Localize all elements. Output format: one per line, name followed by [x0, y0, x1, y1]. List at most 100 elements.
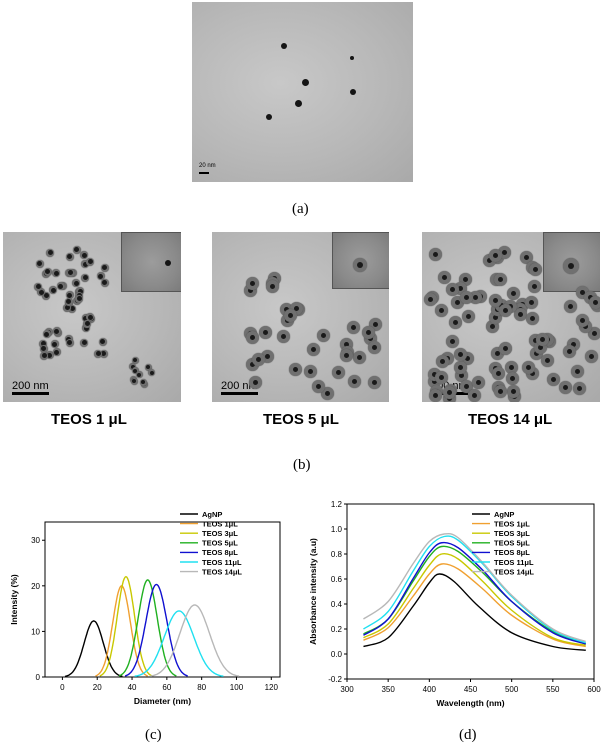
- scale-bar: [199, 172, 209, 174]
- nanoparticle-core: [576, 385, 582, 391]
- nanoparticle-core: [537, 345, 543, 351]
- nanoparticle-core: [41, 346, 47, 352]
- legend-label: AgNP: [494, 510, 514, 519]
- legend-label: TEOS 1μL: [202, 519, 238, 528]
- y-tick-label: 0.2: [331, 625, 343, 634]
- nanoparticle-core: [472, 393, 477, 399]
- nanoparticle-core: [101, 351, 107, 357]
- nanoparticle-core: [352, 378, 358, 384]
- nanoparticle-core: [74, 247, 80, 253]
- y-tick-label: 0.4: [331, 600, 343, 609]
- nanoparticle-core: [58, 283, 64, 289]
- nanoparticle-core: [308, 368, 314, 374]
- nanoparticle-core: [77, 288, 83, 294]
- nanoparticle-core: [41, 353, 47, 359]
- nanoparticle-core: [494, 351, 500, 357]
- nanoparticle-core: [517, 311, 523, 317]
- label-teos-14: TEOS 14 μL: [468, 411, 553, 428]
- nanoparticle: [295, 100, 302, 107]
- nanoparticle-core: [463, 277, 469, 283]
- legend-label: TEOS 11μL: [494, 558, 534, 567]
- nanoparticle-core: [427, 296, 433, 302]
- nanoparticle-core: [67, 254, 73, 260]
- nanoparticle-core: [294, 305, 300, 311]
- nanoparticle-core: [366, 329, 372, 335]
- y-tick-label: -0.2: [328, 675, 342, 684]
- nanoparticle: [266, 114, 272, 120]
- nanoparticle-core: [76, 296, 82, 302]
- series-line-TEOS-11uL: [363, 535, 587, 644]
- nanoparticle-core: [249, 362, 255, 368]
- y-axis-label: Intensity (%): [9, 574, 19, 625]
- caption-a: (a): [292, 201, 309, 217]
- nanoparticle-core: [498, 277, 504, 283]
- series-line-TEOS-8uL: [363, 541, 586, 645]
- nanoparticle-core: [37, 261, 43, 267]
- nanoparticle-core: [47, 352, 53, 358]
- nanoparticle-core: [84, 321, 90, 327]
- nanoparticle-core: [455, 300, 461, 306]
- nanoparticle-core: [371, 380, 377, 386]
- tem-image-teos-5: 200 nm: [212, 232, 389, 402]
- scale-bar-label: 200 nm: [221, 380, 258, 392]
- legend-label: TEOS 5μL: [494, 539, 530, 548]
- caption-c: (c): [145, 727, 162, 743]
- nanoparticle-core: [372, 321, 378, 327]
- nanoparticle-core: [449, 339, 455, 345]
- x-axis-label: Wavelength (nm): [436, 698, 504, 708]
- x-tick-label: 20: [93, 683, 102, 692]
- nanoparticle-core: [510, 388, 516, 394]
- nanoparticle-core: [464, 295, 470, 301]
- x-tick-label: 60: [162, 683, 171, 692]
- legend-label: TEOS 8μL: [494, 548, 530, 557]
- nanoparticle-core: [73, 280, 79, 286]
- nanoparticle-core: [439, 307, 445, 313]
- series-line-AgNP: [64, 620, 123, 678]
- series-line-TEOS-3uL: [99, 575, 153, 677]
- x-tick-label: 500: [505, 685, 519, 694]
- nanoparticle-core: [489, 323, 495, 329]
- inset-image: [332, 232, 389, 289]
- nanoparticle-core: [45, 269, 51, 275]
- nanoparticle-core: [95, 351, 101, 357]
- y-tick-label: 0.6: [331, 575, 343, 584]
- nanoparticle-core: [446, 390, 452, 396]
- nanoparticle-core: [130, 364, 135, 369]
- y-axis-label: Absorbance intensity (a.u): [308, 538, 318, 645]
- nanoparticle-core: [293, 367, 299, 373]
- nanoparticle-core: [133, 358, 138, 363]
- nanoparticle-core: [40, 341, 46, 347]
- tem-image-teos-14: 200 nm: [422, 232, 600, 402]
- nanoparticle-core: [457, 365, 463, 371]
- nanoparticle-core: [531, 283, 537, 289]
- nanoparticle-core: [551, 377, 557, 383]
- nanoparticle-core: [43, 293, 49, 299]
- tem-image-a: 20 nm: [192, 2, 413, 182]
- nanoparticle-core: [580, 318, 586, 324]
- y-tick-label: 0.0: [331, 650, 343, 659]
- y-tick-label: 0.8: [331, 550, 343, 559]
- tem-image-teos-1: 200 nm: [3, 232, 181, 402]
- nanoparticle-core: [432, 372, 438, 378]
- y-tick-label: 20: [31, 582, 40, 591]
- nanoparticle-core: [249, 280, 255, 286]
- nanoparticle-core: [141, 380, 146, 385]
- nanoparticle-core: [450, 287, 456, 293]
- nanoparticle-core: [571, 342, 577, 348]
- nanoparticle-core: [567, 303, 573, 309]
- nanoparticle-core: [497, 388, 503, 394]
- nanoparticle-core: [265, 353, 271, 359]
- nanoparticle-core: [495, 371, 501, 377]
- nanoparticle-core: [492, 315, 498, 321]
- nanoparticle-core: [509, 376, 515, 382]
- nanoparticle-core: [87, 314, 93, 320]
- series-line-TEOS-14uL: [363, 532, 587, 643]
- nanoparticle-core: [67, 340, 73, 346]
- nanoparticle-core: [475, 379, 481, 385]
- legend-label: TEOS 14μL: [494, 567, 534, 576]
- nanoparticle: [350, 89, 356, 95]
- nanoparticle-core: [68, 270, 74, 276]
- nanoparticle-core: [579, 290, 585, 296]
- nanoparticle-core: [83, 325, 89, 331]
- nanoparticle-core: [528, 300, 534, 306]
